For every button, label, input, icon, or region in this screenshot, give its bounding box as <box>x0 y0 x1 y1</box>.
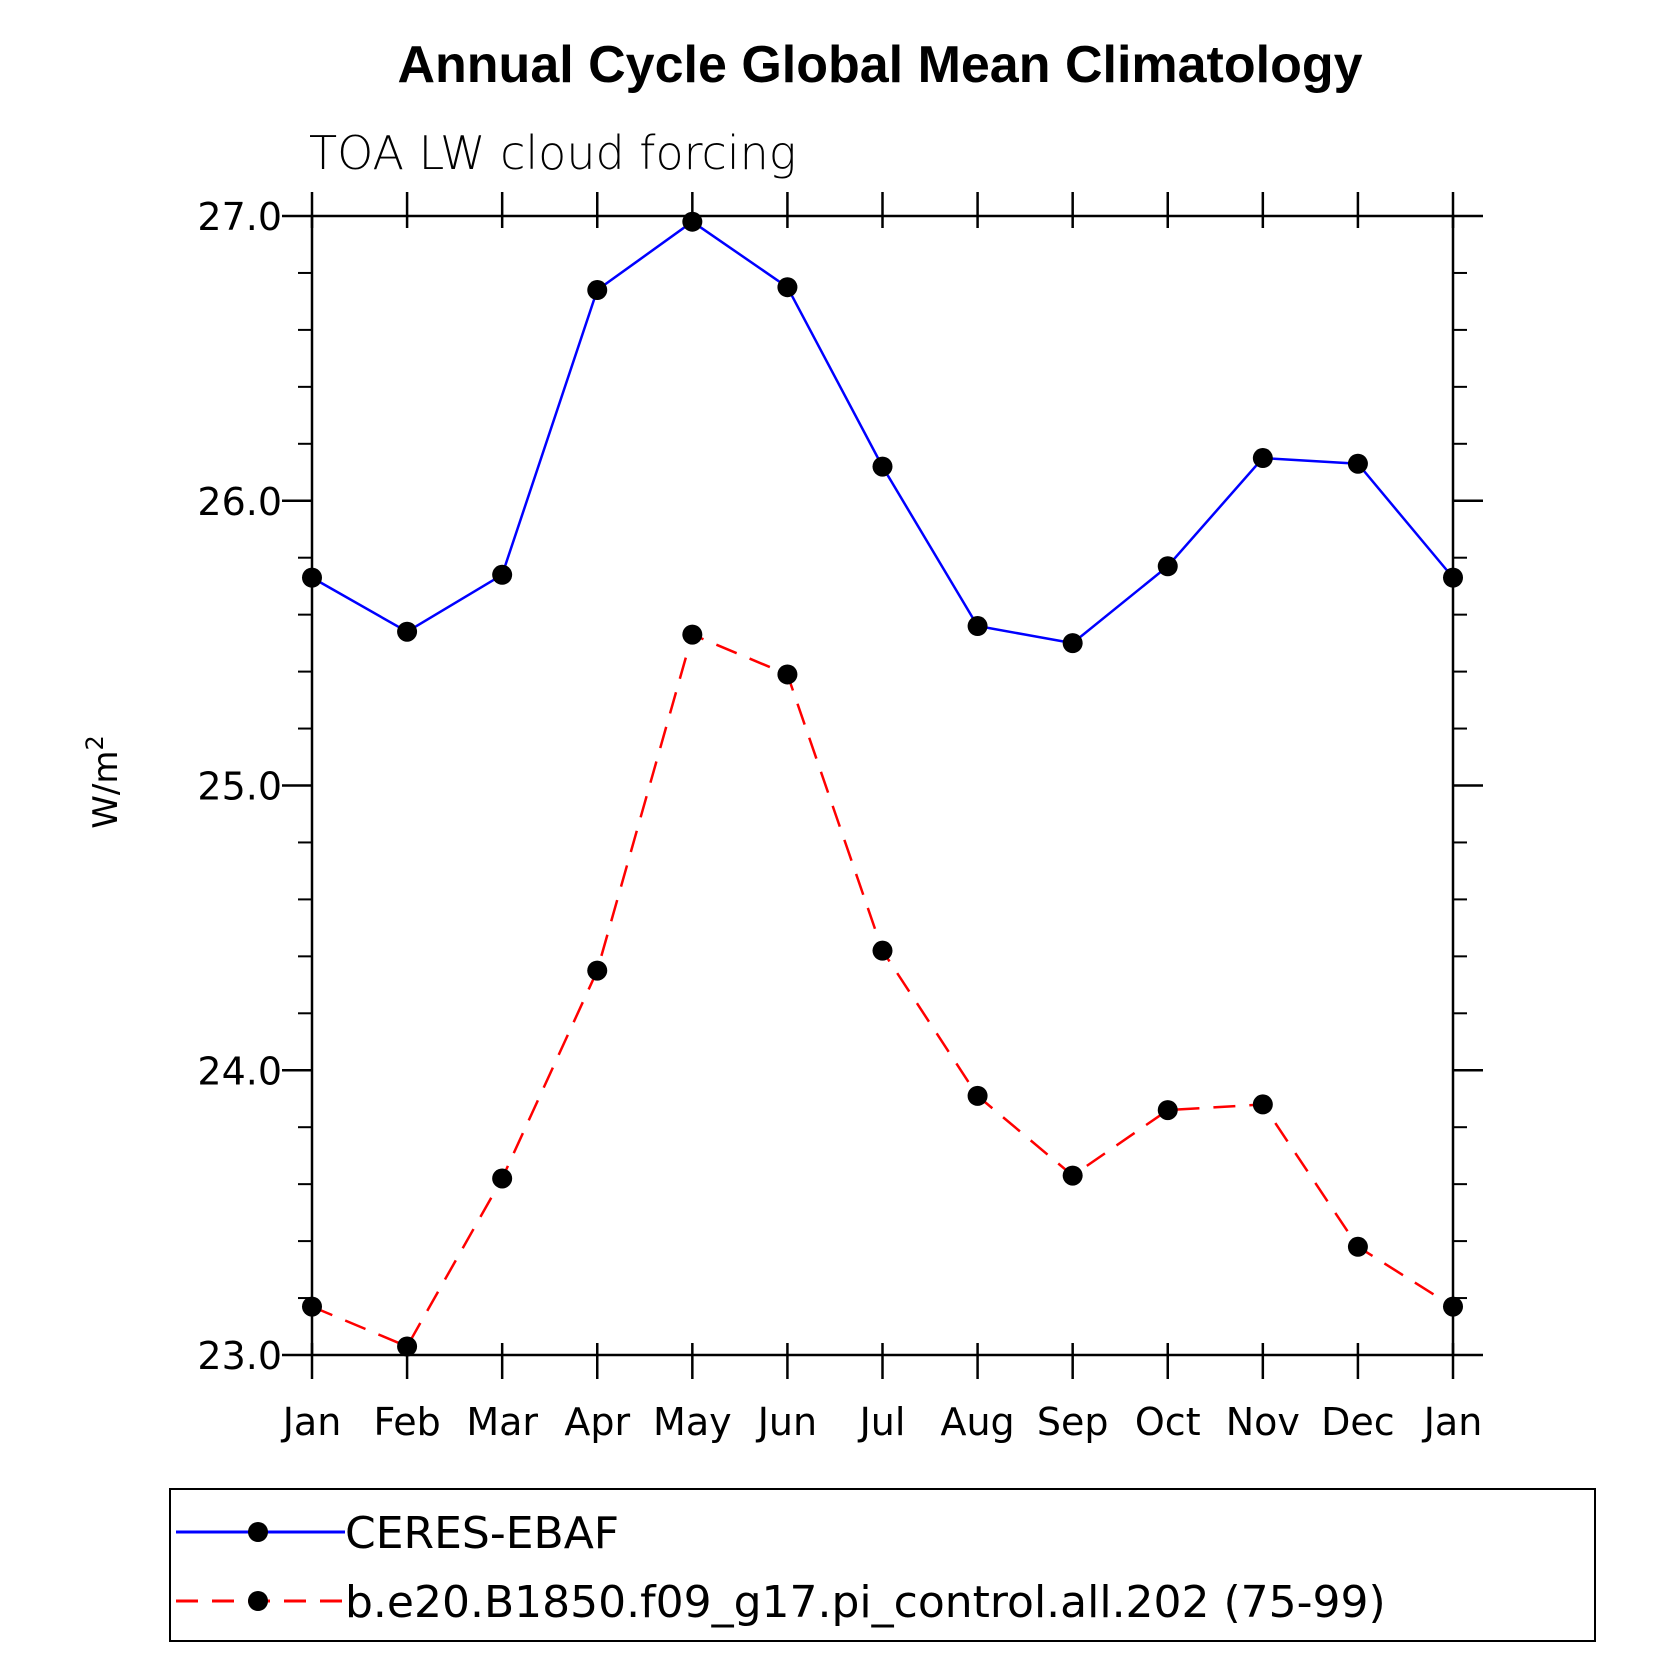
series-line-0 <box>311 220 1454 645</box>
y-tick-label: 24.0 <box>197 1049 282 1093</box>
series-line-1 <box>311 632 1454 1349</box>
x-tick-label: Aug <box>940 1400 1014 1444</box>
series-1-point <box>397 1336 418 1357</box>
x-tick-label: Feb <box>373 1400 440 1444</box>
series-1-point <box>1157 1100 1178 1121</box>
y-axis-label: W/m2 <box>81 735 126 828</box>
legend: CERES-EBAF b.e20.B1850.f09_g17.pi_contro… <box>169 1488 1596 1642</box>
series-0-point <box>302 567 322 588</box>
series-0-point <box>777 277 798 298</box>
series-0-point <box>1252 448 1273 469</box>
x-tick-label: Oct <box>1135 1400 1201 1444</box>
series-1-point <box>872 940 893 961</box>
legend-label-model: b.e20.B1850.f09_g17.pi_control.all.202 (… <box>345 1577 1386 1628</box>
series-1-point <box>777 664 798 685</box>
y-axis-label-text: W/m <box>86 751 126 829</box>
x-tick-label: Sep <box>1037 1400 1109 1444</box>
legend-marker-model <box>248 1591 268 1611</box>
y-axis-label-superscript: 2 <box>81 735 109 750</box>
x-tick-label: Jun <box>756 1400 817 1444</box>
x-tick-label: Nov <box>1226 1400 1300 1444</box>
series-1-point <box>1062 1165 1083 1186</box>
chart-subtitle: TOA LW cloud forcing <box>309 126 796 180</box>
series-0-point <box>587 280 608 301</box>
chart-title: Annual Cycle Global Mean Climatology <box>397 36 1362 94</box>
series-0-point <box>967 616 988 637</box>
series-1-point <box>587 960 608 981</box>
legend-label-ceres: CERES-EBAF <box>345 1508 619 1559</box>
series-0-point <box>1443 567 1463 588</box>
y-tick-label: 23.0 <box>197 1334 282 1378</box>
x-tick-label: Jan <box>281 1400 342 1444</box>
x-tick-label: Apr <box>564 1400 630 1444</box>
series-0-point <box>1347 453 1368 474</box>
legend-marker-ceres <box>248 1522 268 1542</box>
y-tick-label: 27.0 <box>197 195 282 239</box>
plot-axes: Jan Feb Mar Apr May Jun Jul Aug Sep Oct Nov Dec Jan 2… <box>197 192 1483 1444</box>
plot-series <box>302 211 1463 1357</box>
x-tick-label: May <box>653 1400 732 1444</box>
series-1-point <box>1347 1236 1368 1257</box>
series-1-point <box>967 1085 988 1106</box>
x-tick-label: Jan <box>1422 1400 1483 1444</box>
x-tick-label: Dec <box>1321 1400 1395 1444</box>
x-tick-label: Mar <box>466 1400 538 1444</box>
legend-box <box>169 1488 1596 1642</box>
series-0-point <box>397 621 418 642</box>
series-1-point <box>1443 1296 1463 1317</box>
series-0-point <box>492 564 513 585</box>
y-tick-label: 26.0 <box>197 480 282 524</box>
y-tick-label: 25.0 <box>197 765 282 809</box>
series-0-point <box>872 456 893 477</box>
series-0-point <box>1062 633 1083 654</box>
series-1-point <box>492 1168 513 1189</box>
x-tick-label: Jul <box>858 1400 906 1444</box>
series-0-point <box>682 211 703 232</box>
series-1-point <box>1252 1094 1273 1115</box>
series-0-point <box>1157 556 1178 577</box>
series-1-point <box>682 624 703 645</box>
plot-frame <box>310 214 1455 1357</box>
series-1-point <box>302 1296 322 1317</box>
